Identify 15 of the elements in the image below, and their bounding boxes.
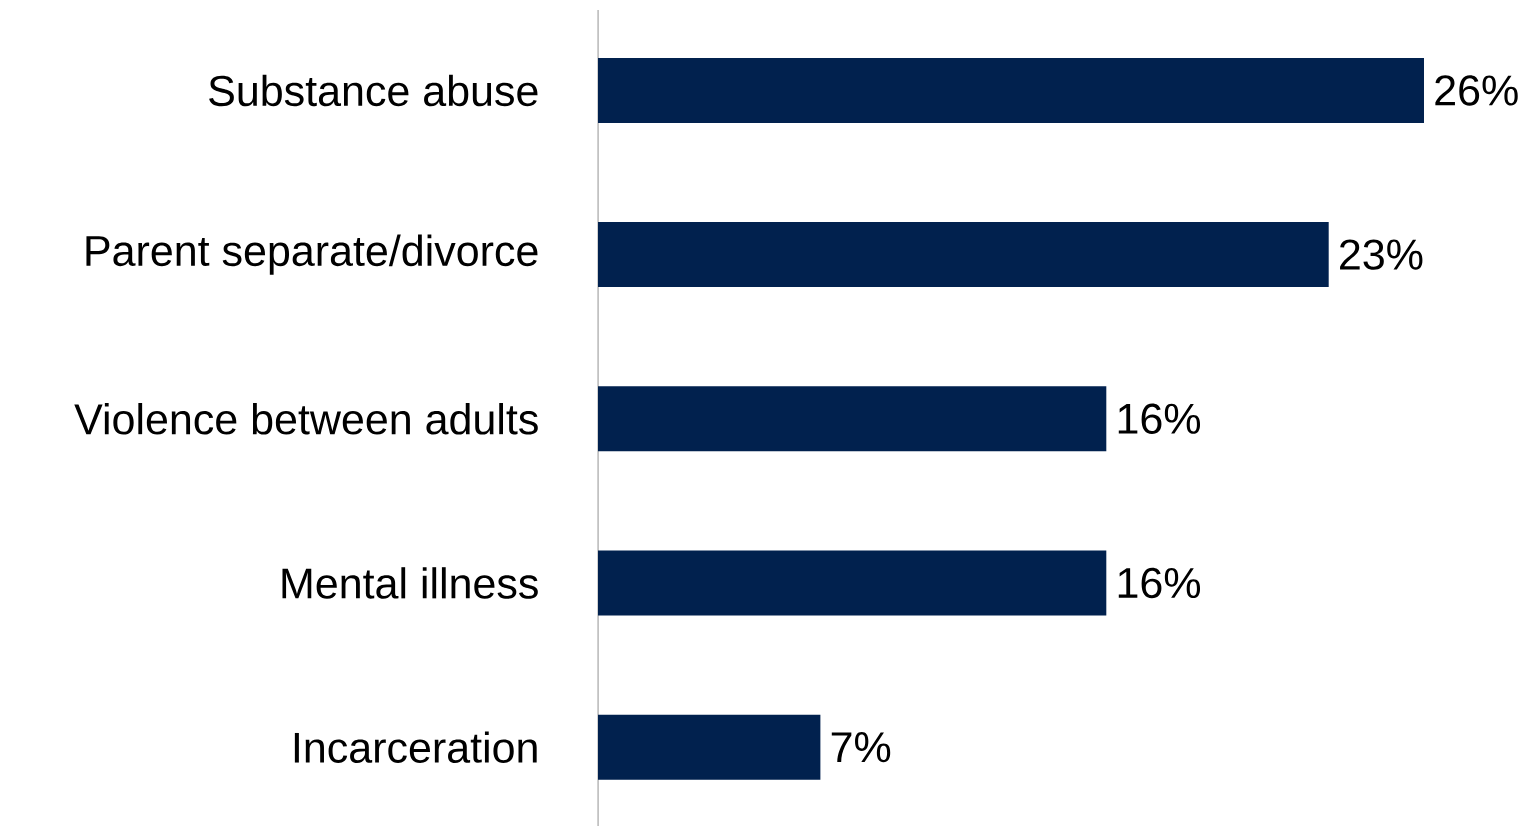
- y-tick-label: Violence between adults: [74, 403, 538, 435]
- data-label: 16%: [1118, 403, 1201, 435]
- y-tick-label: Substance abuse: [209, 74, 538, 107]
- bar: [598, 386, 1107, 452]
- y-tick-label: Mental illness: [282, 567, 538, 599]
- data-label: 23%: [1340, 239, 1423, 270]
- bar: [598, 57, 1424, 123]
- y-tick-label: Parent separate/divorce: [86, 234, 538, 275]
- bar: [598, 222, 1329, 288]
- bar: [598, 714, 821, 780]
- data-label: 26%: [1435, 75, 1518, 106]
- data-label: 7%: [831, 732, 891, 763]
- data-label: 16%: [1118, 567, 1201, 599]
- y-tick-label: Incarceration: [294, 731, 537, 763]
- bar: [598, 550, 1107, 616]
